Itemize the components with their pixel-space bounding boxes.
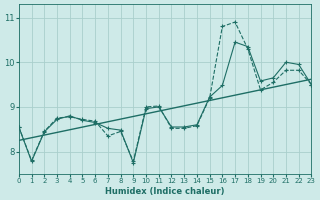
X-axis label: Humidex (Indice chaleur): Humidex (Indice chaleur) [105, 187, 225, 196]
